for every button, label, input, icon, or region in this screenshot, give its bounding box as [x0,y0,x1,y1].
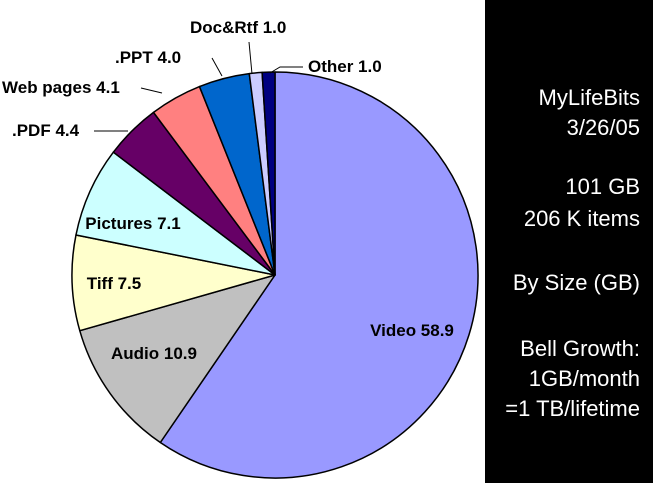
pie-chart-area: Video 58.9 Audio 10.9 Tiff 7.5 Pictures 7.1… [2,18,479,479]
growth-lifetime: =1 TB/lifetime [505,396,640,421]
growth-rate: 1GB/month [528,366,640,391]
snapshot-date: 3/26/05 [566,115,640,140]
slice-label-doc-rtf: Doc&Rtf 1.0 [190,18,286,37]
slice-label-video: Video 58.9 [370,321,454,340]
growth-heading: Bell Growth: [520,336,640,361]
info-panel: MyLifeBits 3/26/05 101 GB 206 K items By… [485,0,653,483]
slice-label-pdf: .PDF 4.4 [12,121,80,140]
slice-label-ppt: .PPT 4.0 [115,48,181,67]
sort-mode: By Size (GB) [512,270,640,295]
slice-label-tiff: Tiff 7.5 [87,274,141,293]
pie-chart: Video 58.9 Audio 10.9 Tiff 7.5 Pictures 7.1… [2,18,479,479]
item-count: 206 K items [523,206,640,231]
leader-line-doc-rtf [248,41,253,75]
slice-label-audio: Audio 10.9 [111,344,197,363]
slice-label-pictures: Pictures 7.1 [85,214,180,233]
pie-slice-video [159,71,479,479]
slice-label-other: Other 1.0 [308,57,382,76]
leader-line-ppt [211,57,223,77]
pie-slice-tiff [71,234,276,332]
app-title: MyLifeBits [538,85,640,110]
leader-line-other [269,66,303,74]
slice-label-web-pages: Web pages 4.1 [2,78,120,97]
leader-line-web-pages [140,87,163,94]
total-size: 101 GB [565,174,640,199]
pie-slice-other [261,71,276,276]
